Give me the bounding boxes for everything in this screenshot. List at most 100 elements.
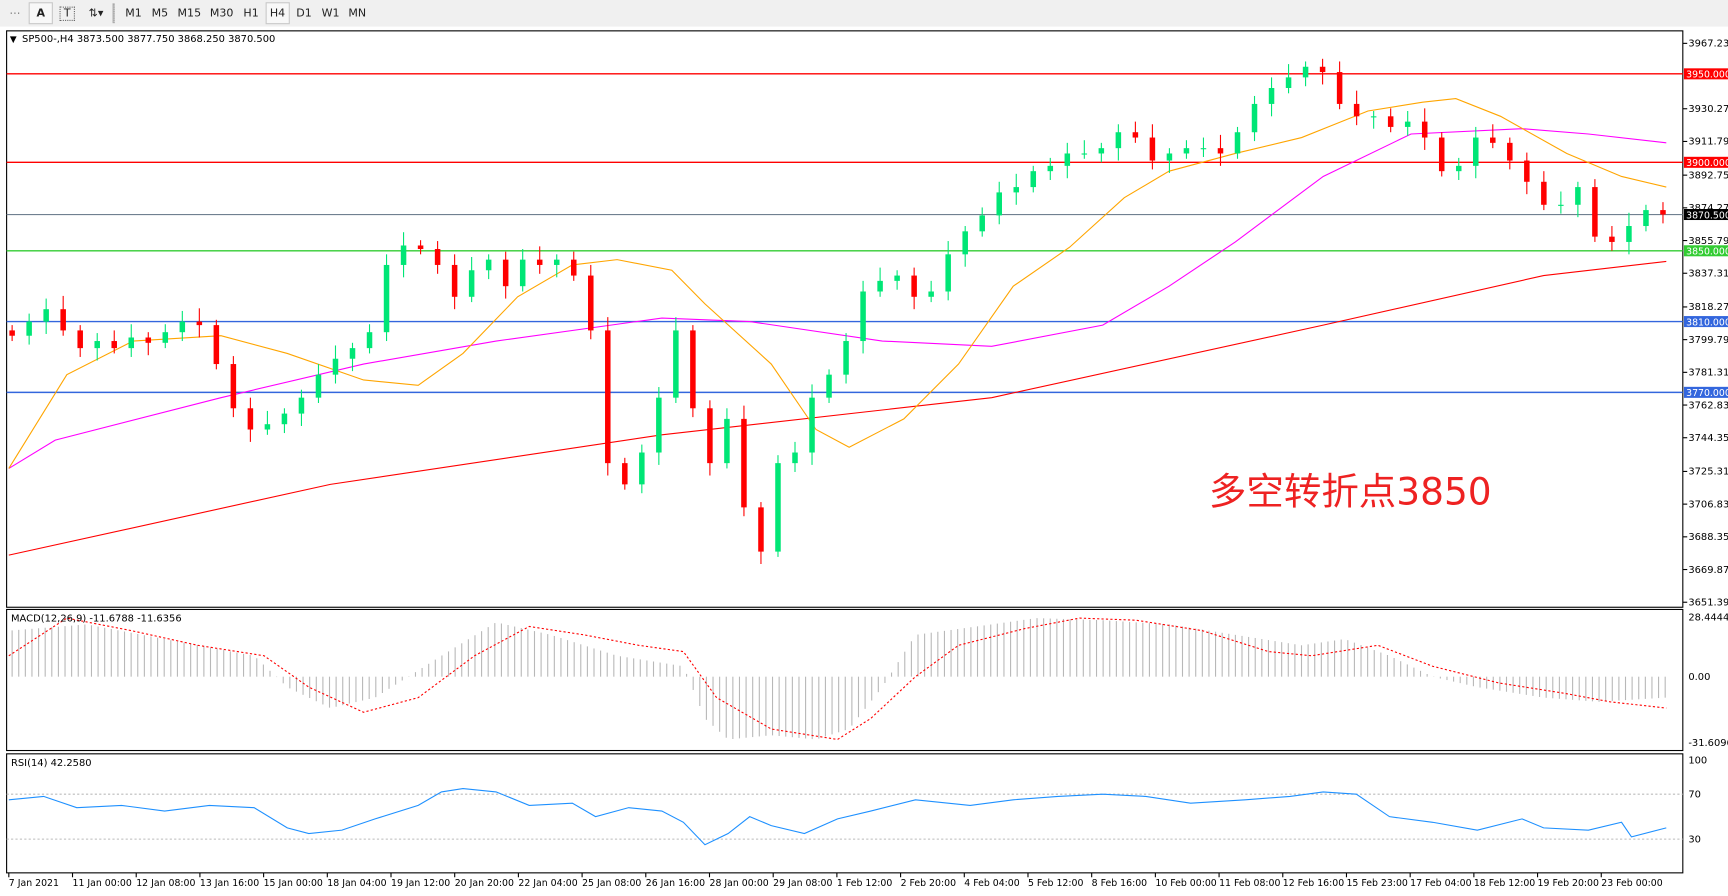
candle-body: [1558, 204, 1564, 206]
candlestick: [1319, 58, 1326, 85]
candlestick: [1455, 157, 1462, 181]
candle-body: [60, 309, 66, 331]
candlestick: [1643, 204, 1649, 232]
candlestick: [724, 408, 730, 469]
candle-body: [1166, 153, 1173, 161]
candle-body: [1030, 171, 1037, 188]
candlestick: [877, 267, 883, 297]
candlestick: [605, 317, 611, 476]
candle-body: [860, 291, 866, 342]
candlestick: [1575, 181, 1581, 218]
candle-body: [570, 259, 577, 276]
timeframe-m30[interactable]: M30: [209, 7, 234, 20]
grid-icon[interactable]: ⋯: [9, 7, 20, 20]
timeframe-h4[interactable]: H4: [265, 2, 290, 25]
time-tick-label: 1 Feb 12:00: [837, 878, 892, 889]
candle-body: [1098, 148, 1105, 154]
candle-body: [979, 215, 985, 232]
text-label-tool-button[interactable]: T: [59, 6, 76, 21]
candle-body: [1217, 148, 1224, 154]
rsi-pane: [6, 753, 1684, 874]
candlestick: [996, 181, 1002, 225]
annotation-text: 多空转折点3850: [1209, 470, 1492, 514]
timeframe-m1[interactable]: M1: [125, 7, 142, 20]
candle-body: [1183, 148, 1190, 154]
level-price-tag: [1683, 156, 1728, 168]
main-pane: [6, 30, 1684, 608]
candle-body: [1370, 116, 1377, 118]
candle-body: [1660, 210, 1666, 215]
candlestick: [400, 232, 407, 278]
time-tick-label: 15 Jan 00:00: [264, 878, 323, 889]
candlestick: [894, 270, 900, 290]
candle-body: [775, 463, 781, 552]
price-tick-label: 3837.310: [1688, 269, 1728, 280]
time-tick-label: 18 Jan 04:00: [327, 878, 386, 889]
candlestick: [1098, 142, 1105, 163]
candlestick: [1115, 124, 1122, 161]
candlestick: [332, 345, 339, 384]
time-tick-label: 8 Feb 16:00: [1092, 878, 1147, 889]
candle-body: [1643, 210, 1649, 227]
timeframe-mn[interactable]: MN: [348, 7, 367, 20]
level-price-tag: [1683, 316, 1728, 328]
candlestick: [962, 226, 968, 267]
candlestick: [417, 240, 424, 255]
level-price-label: 3850.000: [1686, 247, 1728, 258]
price-tick-label: 3892.750: [1688, 170, 1728, 181]
candlestick: [1013, 173, 1020, 205]
candle-body: [536, 259, 543, 265]
candlestick: [94, 333, 100, 361]
level-price-label: 3900.000: [1686, 158, 1728, 169]
candlestick: [1592, 179, 1598, 242]
arrows-icon[interactable]: ⇅▾: [88, 7, 104, 20]
candle-body: [1387, 116, 1394, 127]
chart-area[interactable]: 3967.230 3930.270 3911.790 3892.750 3874.270…: [0, 26, 1728, 896]
candle-body: [724, 418, 730, 464]
candle-body: [826, 374, 832, 398]
candlestick: [928, 280, 934, 303]
candle-body: [247, 408, 254, 430]
candlestick: [1251, 95, 1258, 142]
time-tick-label: 17 Feb 04:00: [1410, 878, 1471, 889]
candlestick: [1473, 126, 1479, 179]
price-tick-label: 3688.350: [1688, 532, 1728, 543]
candle-body: [315, 374, 322, 398]
time-tick-label: 7 Jan 2021: [9, 878, 59, 889]
candle-body: [349, 348, 356, 359]
candle-body: [1541, 181, 1547, 205]
candlestick: [247, 397, 254, 442]
candlestick: [485, 254, 492, 280]
candlestick: [43, 298, 49, 334]
timeframe-w1[interactable]: W1: [321, 7, 340, 20]
timeframe-m15[interactable]: M15: [177, 7, 202, 20]
candlestick: [213, 319, 220, 370]
macd-pane: [6, 608, 1684, 752]
candle-body: [145, 337, 152, 343]
candle-body: [1132, 132, 1139, 138]
candle-body: [809, 397, 815, 453]
text-tool-button[interactable]: A: [28, 2, 53, 25]
candle-body: [332, 358, 339, 375]
candle-body: [877, 280, 883, 292]
candle-body: [1455, 165, 1462, 172]
candle-body: [1490, 137, 1496, 143]
price-tick-label: 3669.870: [1688, 565, 1728, 576]
timeframe-d1[interactable]: D1: [296, 7, 312, 20]
candle-body: [1149, 137, 1156, 161]
candle-body: [945, 254, 951, 292]
time-tick-label: 26 Jan 16:00: [646, 878, 705, 889]
candle-body: [1064, 153, 1071, 166]
time-tick-label: 5 Feb 12:00: [1028, 878, 1083, 889]
candle-body: [1302, 66, 1309, 78]
time-tick-label: 22 Jan 04:00: [518, 878, 577, 889]
candle-body: [77, 330, 83, 349]
time-tick-label: 15 Feb 23:00: [1346, 878, 1407, 889]
candlestick: [1234, 126, 1241, 159]
candlestick: [809, 384, 815, 465]
timeframe-h1[interactable]: H1: [243, 7, 259, 20]
rsi-label: RSI(14) 42.2580: [11, 758, 92, 769]
timeframe-m5[interactable]: M5: [151, 7, 169, 20]
candlestick: [826, 369, 832, 403]
